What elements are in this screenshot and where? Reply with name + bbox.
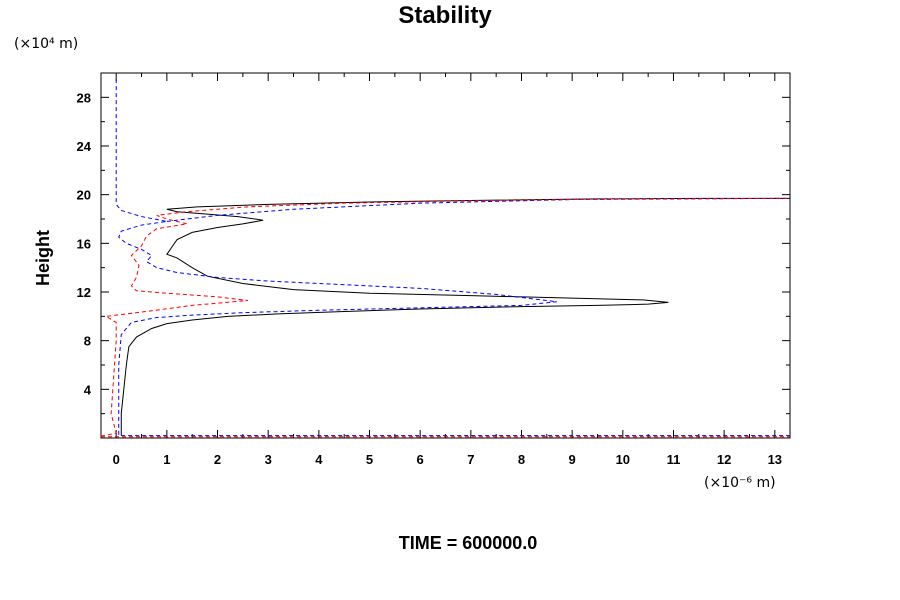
y-tick-label: 12	[77, 285, 91, 300]
y-tick-label: 8	[84, 334, 91, 349]
y-tick-label: 20	[77, 188, 91, 203]
x-tick-label: 7	[467, 452, 474, 467]
series-line-blue-branch	[166, 197, 790, 222]
y-tick-label: 24	[77, 139, 92, 154]
x-tick-label: 6	[417, 452, 424, 467]
x-tick-label: 13	[768, 452, 782, 467]
y-unit-label: (×10⁴ m)	[14, 36, 78, 52]
plot-area	[100, 72, 791, 439]
x-tick-label: 4	[315, 452, 323, 467]
x-tick-label: 12	[717, 452, 731, 467]
chart-title: Stability	[398, 2, 492, 29]
y-tick-label: 16	[77, 236, 91, 251]
series-group	[101, 79, 790, 438]
x-unit-label: (×10⁻⁶ m)	[704, 475, 776, 491]
x-tick-label: 0	[113, 452, 120, 467]
time-footer: TIME = 600000.0	[399, 533, 538, 553]
x-tick-label: 9	[569, 452, 576, 467]
x-tick-label: 3	[265, 452, 272, 467]
plot-frame	[100, 72, 791, 439]
axis-ticks	[101, 73, 790, 438]
y-axis-title: Height	[33, 230, 53, 286]
x-tick-label: 8	[518, 452, 525, 467]
x-tick-label: 10	[616, 452, 630, 467]
series-line-red	[101, 197, 790, 437]
y-tick-label: 4	[84, 382, 92, 397]
series-line-blue	[115, 79, 790, 437]
x-tick-label: 11	[667, 452, 681, 467]
x-tick-label: 2	[214, 452, 221, 467]
x-tick-label: 1	[163, 452, 170, 467]
y-tick-label: 28	[77, 90, 91, 105]
x-tick-label: 5	[366, 452, 373, 467]
series-line-black	[120, 197, 790, 436]
